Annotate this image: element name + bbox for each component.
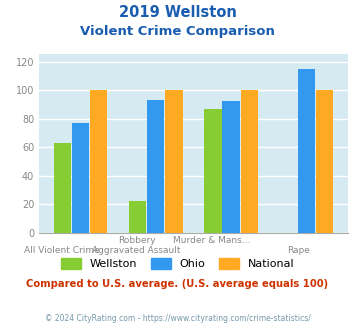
Bar <box>129 201 146 233</box>
Text: Compared to U.S. average. (U.S. average equals 100): Compared to U.S. average. (U.S. average … <box>26 279 329 289</box>
Text: Rape: Rape <box>287 246 310 255</box>
Bar <box>72 123 89 233</box>
Bar <box>298 69 315 233</box>
Bar <box>204 109 222 233</box>
Text: All Violent Crime: All Violent Crime <box>24 246 100 255</box>
Text: Violent Crime Comparison: Violent Crime Comparison <box>80 25 275 38</box>
Bar <box>147 100 164 233</box>
Bar <box>223 102 240 233</box>
Text: Murder & Mans...: Murder & Mans... <box>173 236 250 245</box>
Bar <box>90 90 107 233</box>
Text: Aggravated Assault: Aggravated Assault <box>92 246 181 255</box>
Text: © 2024 CityRating.com - https://www.cityrating.com/crime-statistics/: © 2024 CityRating.com - https://www.city… <box>45 314 310 323</box>
Text: Robbery: Robbery <box>118 236 155 245</box>
Bar <box>165 90 182 233</box>
Bar <box>316 90 333 233</box>
Bar <box>241 90 258 233</box>
Bar <box>54 143 71 233</box>
Legend: Wellston, Ohio, National: Wellston, Ohio, National <box>61 258 294 269</box>
Text: 2019 Wellston: 2019 Wellston <box>119 5 236 20</box>
